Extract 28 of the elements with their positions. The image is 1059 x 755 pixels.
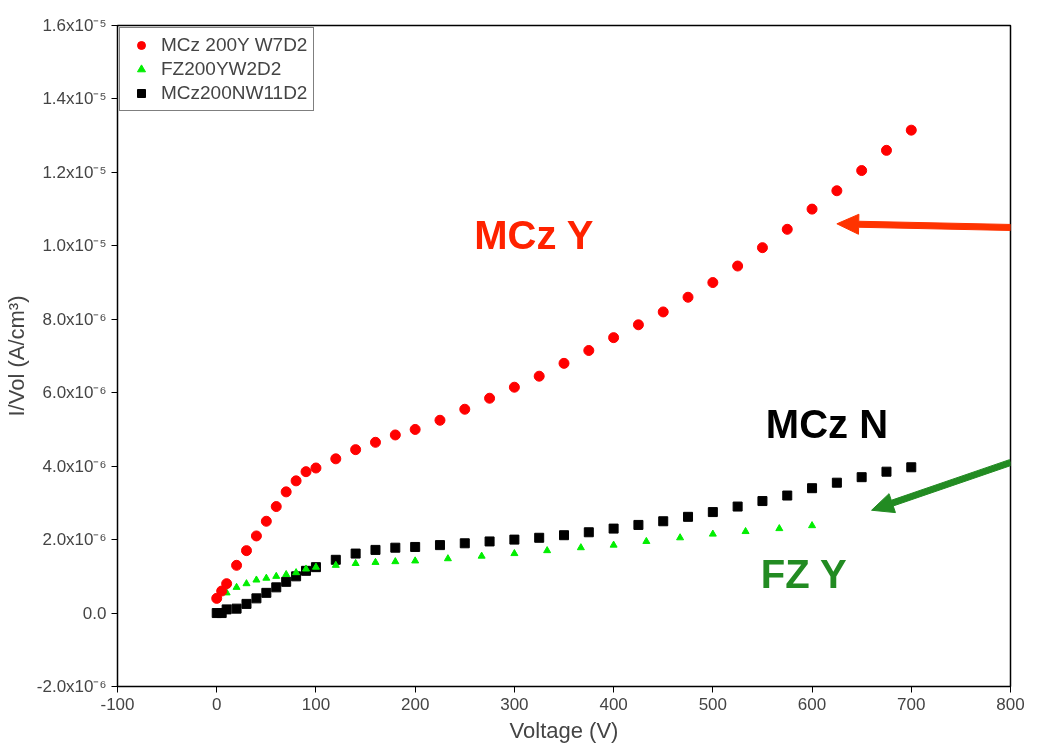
y-tick-label: 6.0x10⁻⁶ bbox=[42, 383, 107, 403]
x-tick-label: 800 bbox=[996, 694, 1025, 714]
y-tick-label: -2.0x10⁻⁶ bbox=[36, 677, 107, 696]
y-tick-label: 0.0 bbox=[82, 603, 107, 623]
x-tick-label: 200 bbox=[400, 694, 430, 714]
x-tick-label: -100 bbox=[100, 694, 135, 714]
x-tick-label: 0 bbox=[211, 694, 222, 714]
annotation: MCz N bbox=[765, 401, 889, 446]
x-tick-label: 300 bbox=[500, 694, 529, 714]
y-tick-label: 1.2x10⁻⁵ bbox=[42, 162, 107, 182]
x-tick-label: 600 bbox=[797, 694, 827, 714]
legend-label: MCz 200Y W7D2 bbox=[161, 34, 308, 56]
legend-label: FZ200YW2D2 bbox=[161, 58, 282, 80]
x-tick-label: 500 bbox=[698, 694, 728, 714]
x-axis-title: Voltage (V) bbox=[509, 717, 619, 743]
y-tick-label: 1.0x10⁻⁵ bbox=[42, 236, 107, 256]
annotation: FZ Y bbox=[760, 552, 848, 597]
y-axis-title: I/Vol (A/cm³) bbox=[3, 295, 29, 417]
x-tick-label: 100 bbox=[301, 694, 331, 714]
y-tick-label: 1.4x10⁻⁵ bbox=[42, 89, 107, 109]
x-tick-label: 700 bbox=[897, 694, 926, 714]
x-tick-label: 400 bbox=[599, 694, 628, 714]
annotation: MCz Y bbox=[474, 212, 594, 257]
y-tick-label: 4.0x10⁻⁶ bbox=[42, 456, 107, 476]
y-tick-label: 1.6x10⁻⁵ bbox=[42, 16, 107, 35]
y-tick-label: 8.0x10⁻⁶ bbox=[42, 309, 107, 329]
y-tick-label: 2.0x10⁻⁶ bbox=[42, 530, 107, 550]
legend-label: MCz200NW11D2 bbox=[161, 82, 308, 104]
